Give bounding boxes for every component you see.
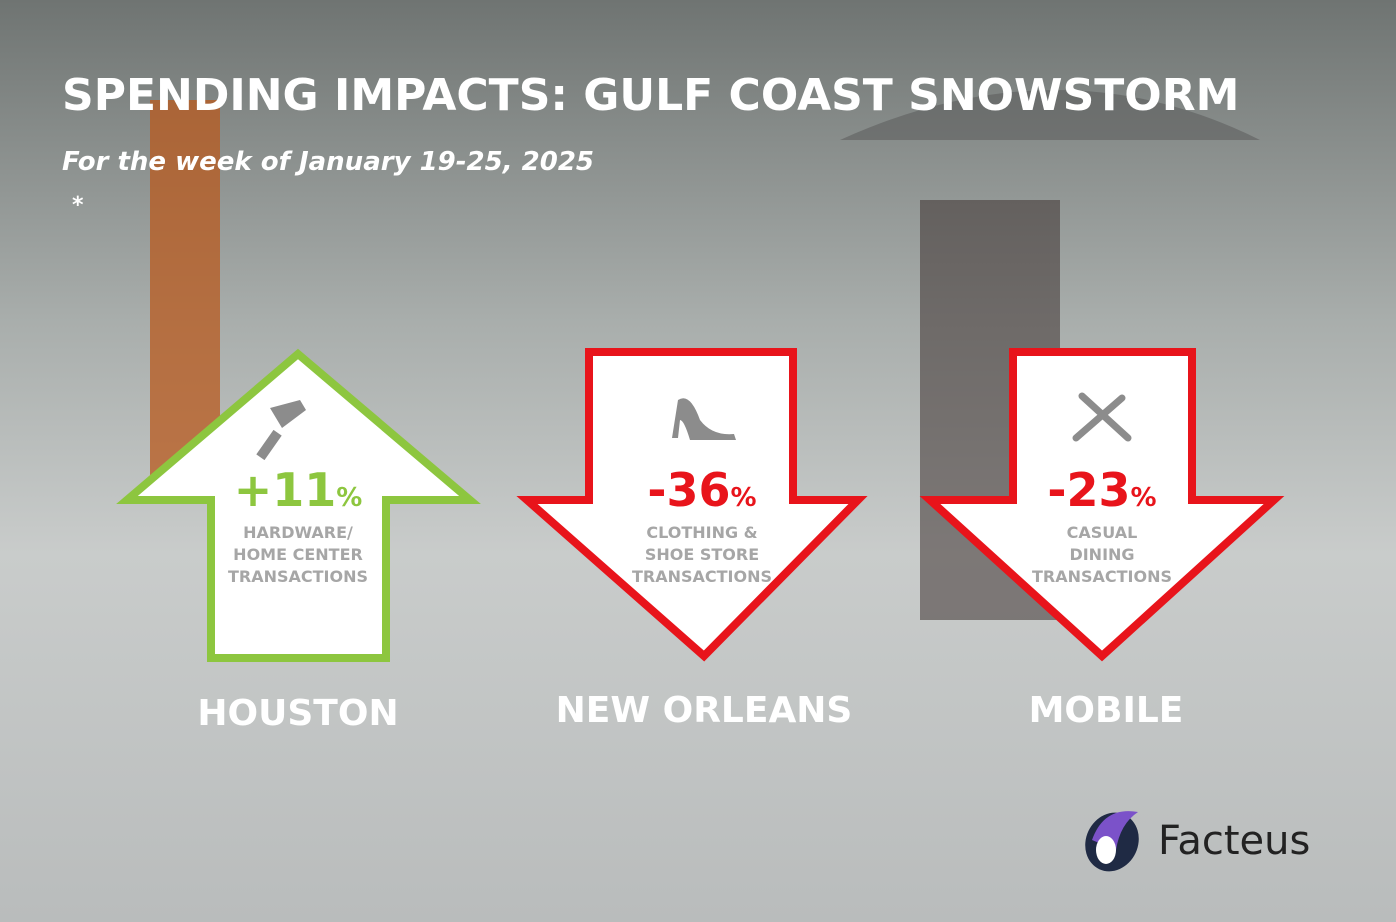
utensils-icon [1072, 392, 1132, 442]
label: SHOE STORE [645, 545, 759, 564]
city: HOUSTON [197, 693, 398, 734]
value: +11% [234, 463, 363, 517]
down-arrow [919, 348, 1285, 662]
note: * [72, 193, 84, 218]
label: HARDWARE/ [243, 523, 353, 542]
logo-text: Facteus [1158, 818, 1310, 864]
value: -36% [647, 463, 756, 517]
title: SPENDING IMPACTS: GULF COAST SNOWSTORM [62, 70, 1239, 121]
down-arrow [516, 348, 868, 662]
shoe-icon [672, 398, 736, 440]
hammer-icon [256, 400, 306, 461]
label: TRANSACTIONS [1032, 567, 1172, 586]
value: -23% [1047, 463, 1156, 517]
logo-mark [1085, 811, 1139, 872]
subtitle: For the week of January 19-25, 2025 [62, 147, 594, 177]
label: DINING [1069, 545, 1134, 564]
city: MOBILE [1029, 690, 1184, 731]
label: CLOTHING & [646, 523, 757, 542]
label: CASUAL [1067, 523, 1138, 542]
city: NEW ORLEANS [556, 690, 853, 731]
label: HOME CENTER [233, 545, 363, 564]
label: TRANSACTIONS [228, 567, 368, 586]
background-pole [150, 100, 220, 490]
background-umbrella [840, 90, 1260, 140]
up-arrow [116, 348, 481, 662]
label: TRANSACTIONS [632, 567, 772, 586]
